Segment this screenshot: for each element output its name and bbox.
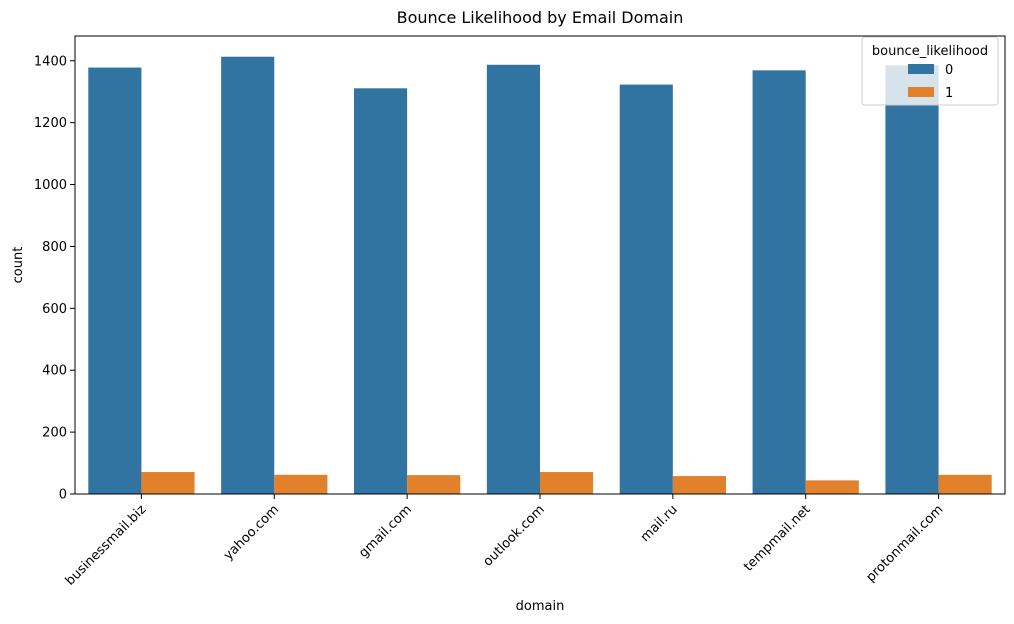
x-tick-label: businessmail.biz	[63, 502, 150, 589]
x-axis-label: domain	[516, 599, 565, 614]
y-tick-label: 200	[42, 426, 67, 441]
y-axis: 0 200 400 600 800 1000 1200 1400	[34, 54, 75, 503]
y-tick-label: 1000	[34, 178, 67, 193]
bar-gmail-com-series-0	[354, 88, 408, 495]
x-tick-label: gmail.com	[356, 502, 415, 561]
x-tick-label: mail.ru	[638, 502, 681, 545]
bar-protonmail-com-series-0	[885, 65, 939, 495]
x-tick-label: protonmail.com	[863, 502, 946, 585]
y-tick-label: 400	[42, 364, 67, 379]
bar-tempmail-net-series-0	[752, 70, 806, 494]
y-tick-label: 0	[59, 488, 67, 503]
bar-protonmail-com-series-1	[938, 474, 992, 494]
y-axis-label: count	[11, 247, 26, 284]
legend-title: bounce_likelihood	[872, 44, 988, 59]
bar-mail-ru-series-1	[672, 476, 726, 494]
x-tick-label: yahoo.com	[221, 502, 282, 563]
bar-outlook-com-series-0	[486, 64, 540, 494]
legend-label-1: 1	[945, 86, 953, 101]
bar-yahoo-com-series-1	[274, 474, 328, 494]
bar-yahoo-com-series-0	[221, 56, 275, 494]
y-tick-label: 1200	[34, 116, 67, 131]
bars-group	[88, 56, 992, 495]
x-tick-label: outlook.com	[480, 502, 547, 569]
legend-swatch-1	[908, 87, 934, 97]
x-axis: businessmail.biz yahoo.com gmail.com outloo…	[63, 494, 946, 589]
bar-businessmail-biz-series-0	[88, 67, 142, 494]
y-tick-label: 600	[42, 302, 67, 317]
bar-mail-ru-series-0	[619, 84, 673, 494]
legend: bounce_likelihood 0 1	[861, 36, 999, 106]
bar-gmail-com-series-1	[407, 475, 461, 494]
bar-businessmail-biz-series-1	[141, 472, 195, 494]
y-tick-label: 800	[42, 240, 67, 255]
bar-tempmail-net-series-1	[805, 480, 859, 494]
plot-frame	[74, 35, 1006, 495]
legend-swatch-0	[908, 64, 934, 74]
x-tick-label: tempmail.net	[741, 502, 813, 574]
legend-label-0: 0	[945, 63, 953, 78]
bar-outlook-com-series-1	[540, 472, 594, 494]
chart-title: Bounce Likelihood by Email Domain	[397, 8, 684, 27]
y-tick-label: 1400	[34, 54, 67, 69]
